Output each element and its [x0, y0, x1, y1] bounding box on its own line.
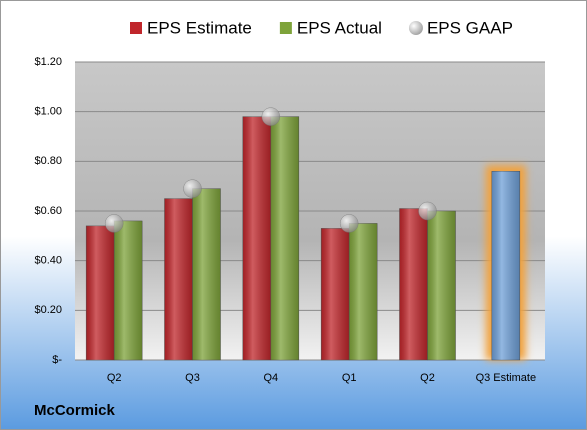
bar-shine	[86, 225, 115, 360]
gaap-marker	[183, 179, 202, 198]
legend-text: EPS GAAP	[427, 18, 513, 37]
y-tick-label: $0.40	[34, 255, 62, 267]
bar-shine	[114, 220, 143, 360]
y-tick-label: $0.80	[34, 155, 62, 167]
x-tick-label: Q4	[263, 372, 278, 384]
bar-shine	[427, 211, 456, 360]
x-tick-label: Q2	[107, 372, 122, 384]
y-tick-label: $-	[52, 354, 62, 366]
legend-marker	[408, 21, 423, 35]
bar-shine	[321, 228, 350, 360]
gaap-marker	[339, 214, 359, 233]
x-tick-label: Q3	[185, 372, 200, 384]
legend-text: EPS Actual	[297, 18, 382, 37]
legend-marker	[130, 22, 142, 34]
y-tick-label: $1.20	[34, 56, 62, 68]
y-tick-label: $0.60	[34, 205, 62, 217]
x-tick-label: Q2	[420, 372, 435, 384]
x-tick-label: Q1	[342, 372, 357, 384]
gaap-marker	[418, 201, 437, 221]
bar-shine	[192, 188, 221, 360]
bar-shine	[164, 198, 193, 360]
bar-shine	[491, 171, 520, 360]
y-tick-label: $0.20	[34, 304, 62, 316]
source-label: McCormick	[34, 402, 116, 419]
gaap-marker	[261, 107, 281, 126]
legend-text: EPS Estimate	[147, 18, 252, 37]
legend-marker	[279, 22, 292, 34]
gaap-marker	[104, 214, 124, 233]
bar-shine	[270, 116, 299, 360]
bar-shine	[399, 208, 428, 360]
x-tick-label: Q3 Estimate	[476, 372, 537, 384]
bar-shine	[349, 223, 378, 360]
bar-shine	[242, 116, 271, 360]
y-tick-label: $1.00	[34, 106, 62, 118]
